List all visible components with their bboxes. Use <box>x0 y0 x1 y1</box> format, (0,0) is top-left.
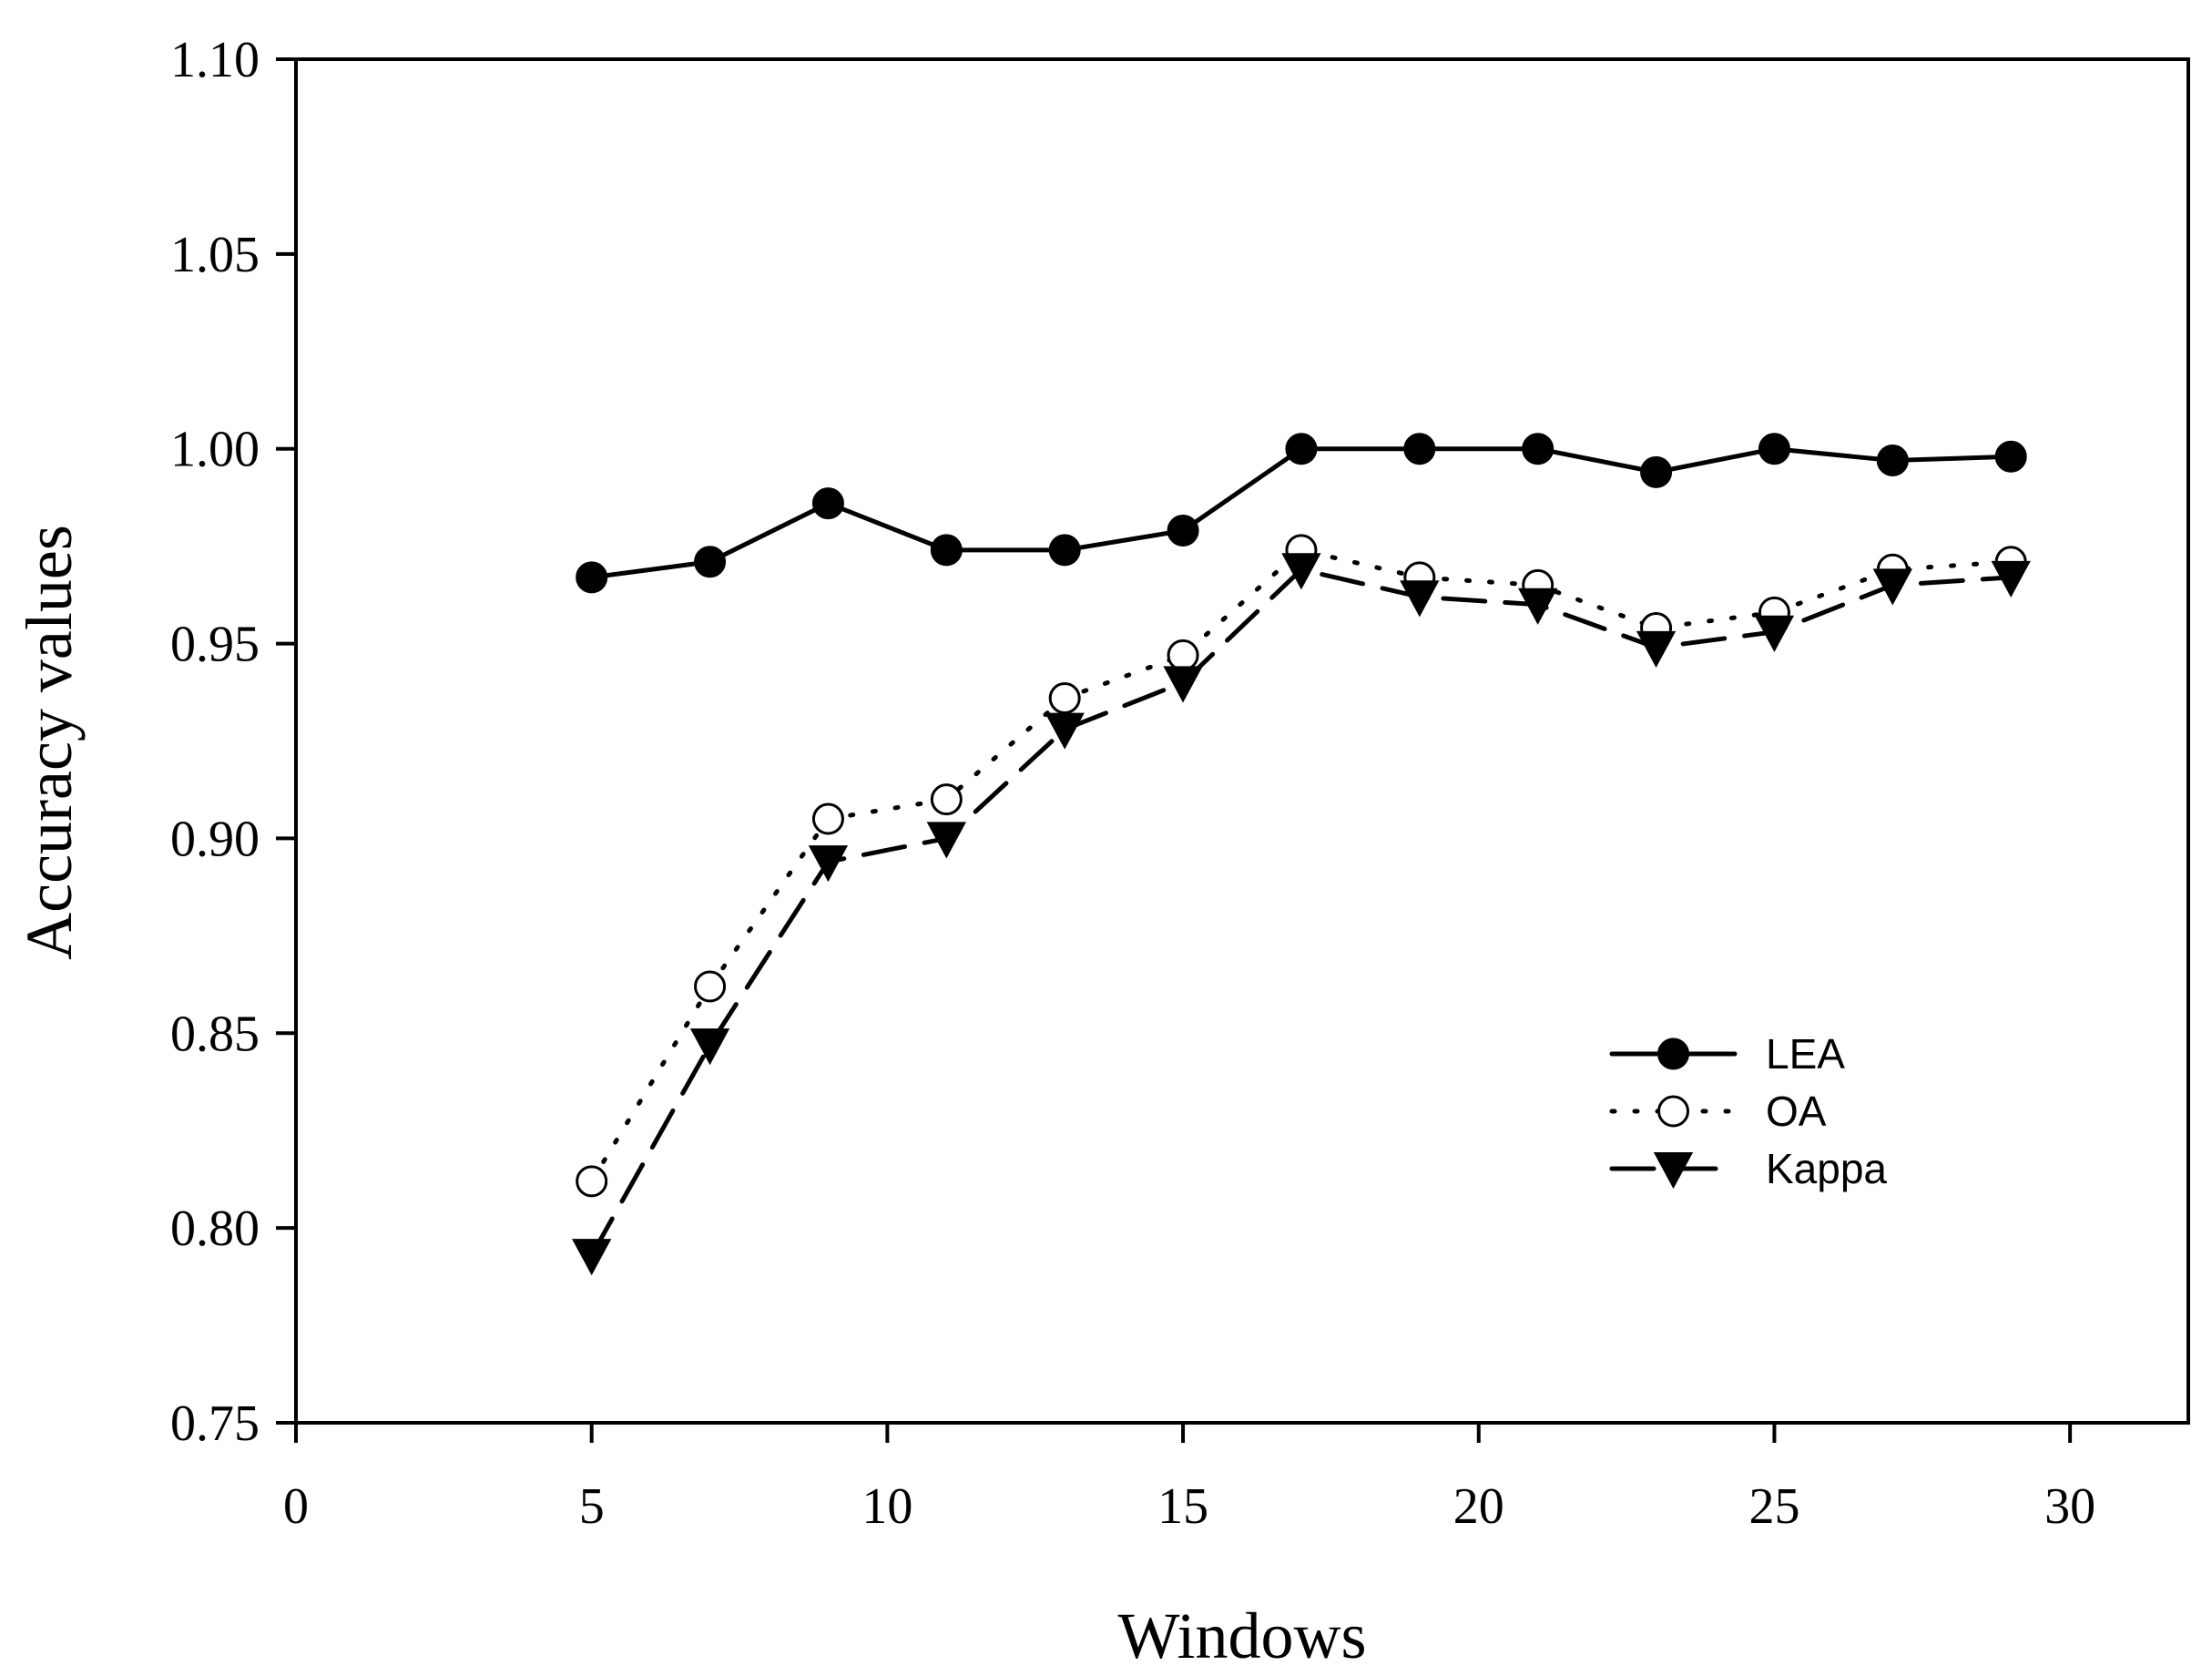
y-axis-title: Accuracy values <box>13 525 86 960</box>
y-tick-label: 0.90 <box>170 811 260 867</box>
legend-label-oa: OA <box>1766 1088 1827 1135</box>
x-tick-label: 20 <box>1453 1478 1504 1535</box>
data-point-lea <box>1640 455 1673 488</box>
data-point-oa <box>576 1165 608 1198</box>
data-point-lea <box>1522 433 1555 465</box>
data-point-kappa <box>1045 712 1085 750</box>
x-axis-ticks: 0 5 10 15 20 25 30 <box>283 1423 2095 1535</box>
data-point-kappa <box>1400 580 1440 618</box>
data-point-lea <box>1167 515 1199 547</box>
data-point-lea <box>811 487 844 520</box>
data-point-kappa <box>1518 588 1558 625</box>
data-point-lea <box>1048 534 1081 567</box>
y-tick-label: 0.75 <box>170 1395 260 1452</box>
legend-label-lea: LEA <box>1766 1030 1845 1078</box>
data-point-kappa <box>689 1028 730 1066</box>
data-point-kappa <box>1281 553 1321 590</box>
legend: LEA OA Kappa <box>1609 1030 1887 1192</box>
plot-frame <box>294 57 2190 1425</box>
y-tick-label: 1.10 <box>170 32 260 88</box>
data-point-oa <box>1048 681 1081 714</box>
y-tick-label: 0.80 <box>170 1201 260 1257</box>
data-point-oa <box>1167 639 1199 671</box>
y-tick-label: 0.85 <box>170 1006 260 1062</box>
legend-label-kappa: Kappa <box>1766 1145 1887 1192</box>
data-point-kappa <box>926 822 966 859</box>
data-point-lea <box>1994 440 2027 473</box>
data-point-lea <box>930 534 963 567</box>
legend-marker-lea <box>1657 1037 1689 1070</box>
y-tick-label: 1.00 <box>170 422 260 478</box>
legend-marker-kappa <box>1653 1152 1694 1190</box>
data-point-lea <box>1876 445 1909 477</box>
data-point-oa <box>694 970 727 1003</box>
series-layer <box>572 433 2031 1276</box>
y-tick-label: 0.95 <box>170 617 260 673</box>
legend-marker-oa <box>1657 1095 1689 1128</box>
y-tick-label: 1.05 <box>170 227 260 283</box>
data-point-oa <box>930 783 963 816</box>
data-point-kappa <box>572 1239 612 1276</box>
y-axis-ticks: 0.75 0.80 0.85 0.90 0.95 1.00 1.05 1.10 <box>170 32 296 1452</box>
data-point-kappa <box>1754 615 1795 652</box>
x-tick-label: 0 <box>283 1478 309 1535</box>
x-tick-label: 10 <box>861 1478 912 1535</box>
data-point-kappa <box>1163 666 1203 703</box>
data-point-lea <box>1285 433 1318 465</box>
data-point-kappa <box>1872 568 1912 606</box>
x-tick-label: 30 <box>2044 1478 2095 1535</box>
data-point-oa <box>811 802 844 835</box>
data-point-kappa <box>1636 630 1677 668</box>
data-point-lea <box>576 561 608 594</box>
data-point-kappa <box>1991 560 2031 598</box>
x-tick-label: 25 <box>1748 1478 1799 1535</box>
data-point-kappa <box>808 845 849 883</box>
data-point-lea <box>694 546 727 578</box>
x-tick-label: 5 <box>579 1478 605 1535</box>
x-tick-label: 15 <box>1157 1478 1208 1535</box>
data-point-lea <box>1403 433 1436 465</box>
x-axis-title: Windows <box>1117 1599 1366 1672</box>
data-point-lea <box>1758 433 1790 465</box>
